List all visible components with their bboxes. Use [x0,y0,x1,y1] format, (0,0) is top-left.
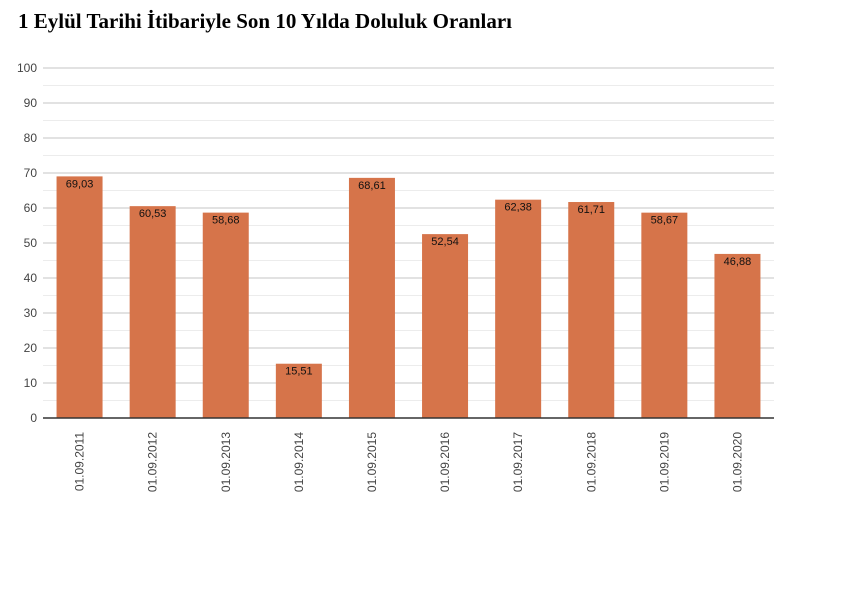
y-tick-label: 40 [24,271,38,285]
bar [275,363,322,418]
bar [568,202,615,418]
y-tick-label: 60 [24,201,38,215]
bars [56,176,761,418]
y-tick-label: 10 [24,376,38,390]
bar-value-label: 58,68 [212,215,240,227]
bar-value-label: 62,38 [504,202,532,214]
bar-value-label: 15,51 [285,366,313,378]
x-tick-label: 01.09.2016 [438,432,452,492]
x-tick-label: 01.09.2018 [584,432,598,492]
bar [129,206,176,418]
x-axis-ticks: 01.09.2011 01.09.2012 01.09.2013 01.09.2014… [73,432,745,492]
bar-value-label: 46,88 [724,256,752,268]
bar [495,199,542,418]
x-tick-label: 01.09.2017 [511,432,525,492]
x-tick-label: 01.09.2013 [219,432,233,492]
y-tick-label: 30 [24,306,38,320]
x-tick-label: 01.09.2015 [365,432,379,492]
y-tick-label: 80 [24,131,38,145]
bar [56,176,103,418]
data-labels: 69,03 60,53 58,68 15,51 68,61 52,54 62,38 61,71… [66,178,751,377]
bar-value-label: 68,61 [358,180,386,192]
y-tick-label: 100 [17,61,37,75]
bar [202,212,249,418]
bar-value-label: 69,03 [66,178,94,190]
y-axis-ticks: 0 10 20 30 40 50 60 70 80 90 100 [17,61,37,425]
bar [714,253,761,418]
chart-title: 1 Eylül Tarihi İtibariyle Son 10 Yılda D… [18,9,513,33]
bar-value-label: 61,71 [577,204,605,216]
x-tick-label: 01.09.2012 [146,432,160,492]
y-tick-label: 70 [24,166,38,180]
bar [641,212,688,418]
y-tick-label: 20 [24,341,38,355]
bar [422,234,469,418]
x-tick-label: 01.09.2020 [730,432,744,492]
bar-value-label: 52,54 [431,236,459,248]
y-tick-label: 90 [24,96,38,110]
x-tick-label: 01.09.2011 [73,432,87,491]
y-tick-label: 0 [30,411,37,425]
bar-value-label: 60,53 [139,208,167,220]
y-tick-label: 50 [24,236,38,250]
x-tick-label: 01.09.2019 [657,432,671,492]
x-tick-label: 01.09.2014 [292,432,306,492]
bar-value-label: 58,67 [651,215,679,227]
bar [348,177,395,418]
